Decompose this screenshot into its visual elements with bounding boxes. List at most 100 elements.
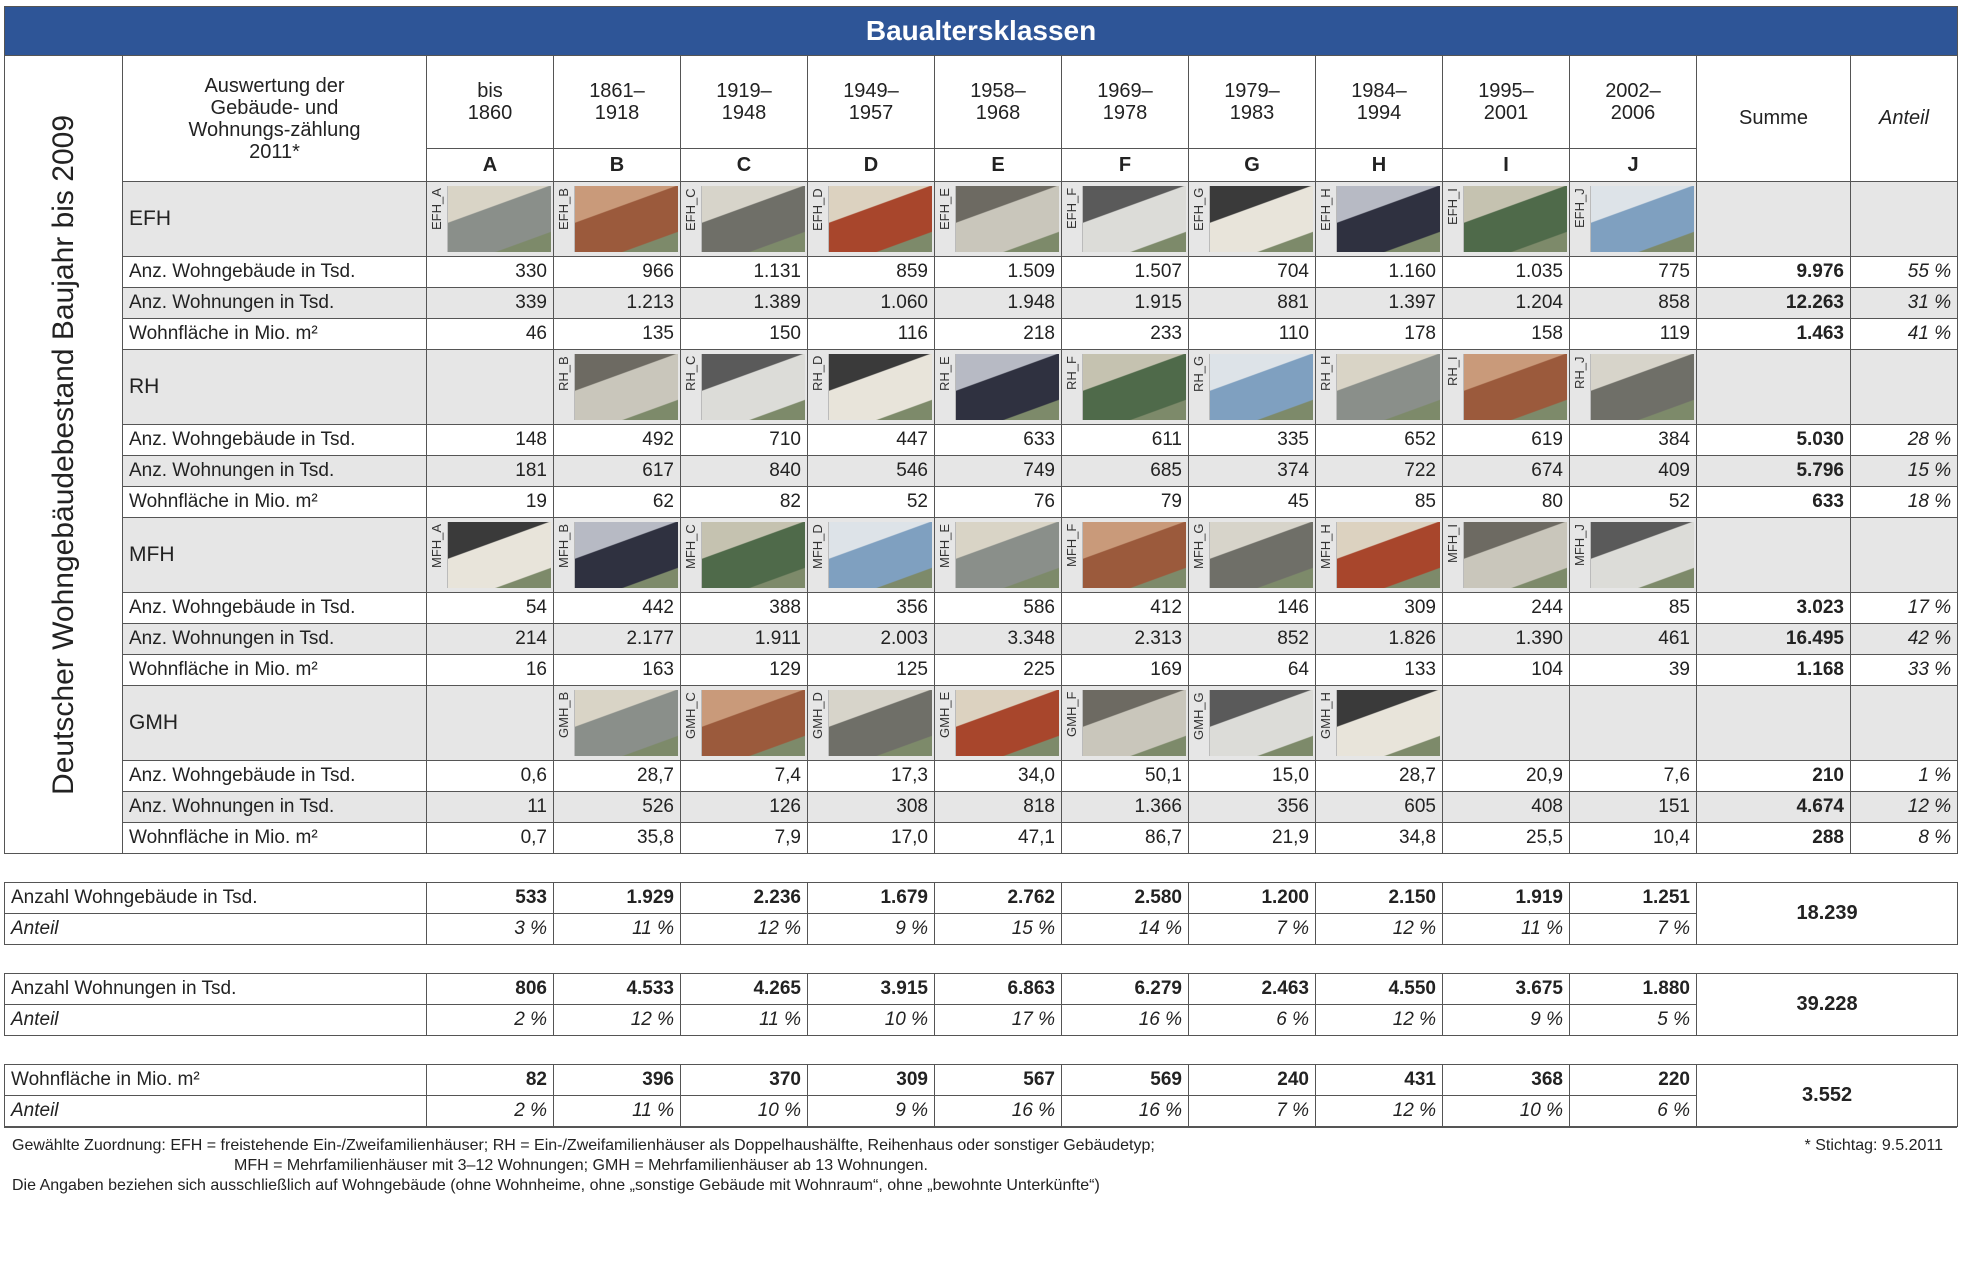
class-letter: H [1316,149,1443,182]
photo-placeholder [1336,354,1440,420]
total-value: 431 [1316,1065,1443,1096]
value-cell: 1.911 [681,624,808,655]
image-cell: GMH_F [1062,686,1189,761]
spacer [5,1036,1958,1065]
image-cell: MFH_G [1189,518,1316,593]
image-label: EFH_G [1191,186,1209,252]
total-value: 1.880 [1570,974,1697,1005]
metric-label: Anz. Wohnungen in Tsd. [123,792,427,823]
value-cell: 1.397 [1316,288,1443,319]
image-cell [427,686,554,761]
spacer [5,854,1958,883]
sum-cell: 5.030 [1697,425,1851,456]
metric-row: Anz. Wohnungen in Tsd.2142.1771.9112.003… [5,624,1958,655]
photo-placeholder [1336,186,1440,252]
total-share: 15 % [935,914,1062,945]
sum-cell: 4.674 [1697,792,1851,823]
value-cell: 384 [1570,425,1697,456]
image-cell: RH_E [935,350,1062,425]
building-photo: RH_I [1445,354,1567,420]
building-photo: EFH_G [1191,186,1313,252]
building-photo: EFH_D [810,186,932,252]
period-header: 1979–1983 [1189,56,1316,149]
image-label: GMH_D [810,690,828,756]
metric-label: Wohnfläche in Mio. m² [123,487,427,518]
empty-cell [1851,686,1958,761]
building-photo: GMH_H [1318,690,1440,756]
metric-label: Anz. Wohngebäude in Tsd. [123,257,427,288]
image-label: RH_F [1064,354,1082,420]
image-label: GMH_G [1191,690,1209,756]
total-value: 220 [1570,1065,1697,1096]
image-cell: EFH_I [1443,182,1570,257]
photo-placeholder [1463,354,1567,420]
image-cell: MFH_A [427,518,554,593]
sum-cell: 288 [1697,823,1851,854]
share-cell: 17 % [1851,593,1958,624]
image-label: RH_I [1445,354,1463,420]
value-cell: 146 [1189,593,1316,624]
image-cell: RH_I [1443,350,1570,425]
value-cell: 233 [1062,319,1189,350]
total-share: 9 % [808,1096,935,1127]
value-cell: 214 [427,624,554,655]
value-cell: 19 [427,487,554,518]
value-cell: 0,6 [427,761,554,792]
building-photo: EFH_E [937,186,1059,252]
building-photo: EFH_F [1064,186,1186,252]
value-cell: 28,7 [1316,761,1443,792]
value-cell: 1.390 [1443,624,1570,655]
value-cell: 15,0 [1189,761,1316,792]
sum-cell: 1.168 [1697,655,1851,686]
value-cell: 7,6 [1570,761,1697,792]
building-photo: RH_E [937,354,1059,420]
empty-cell [1697,350,1851,425]
value-cell: 1.366 [1062,792,1189,823]
total-share: 7 % [1189,1096,1316,1127]
value-cell: 1.160 [1316,257,1443,288]
total-value: 3.915 [808,974,935,1005]
building-photo: GMH_D [810,690,932,756]
class-letter: F [1062,149,1189,182]
image-label: MFH_I [1445,522,1463,588]
photo-placeholder [574,186,678,252]
building-photo: EFH_C [683,186,805,252]
image-cell: RH_G [1189,350,1316,425]
total-share: 10 % [808,1005,935,1036]
value-cell: 125 [808,655,935,686]
photo-placeholder [828,690,932,756]
photo-placeholder [574,522,678,588]
image-cell: MFH_B [554,518,681,593]
period-header: 2002–2006 [1570,56,1697,149]
total-share: 12 % [554,1005,681,1036]
value-cell: 881 [1189,288,1316,319]
photo-placeholder [1336,522,1440,588]
total-sum: 18.239 [1697,883,1958,945]
total-share: 2 % [427,1096,554,1127]
value-cell: 633 [935,425,1062,456]
sum-cell: 210 [1697,761,1851,792]
footer-line: Die Angaben beziehen sich ausschließlich… [12,1176,1949,1196]
period-header-text: 1979–1983 [1222,80,1282,124]
value-cell: 119 [1570,319,1697,350]
value-cell: 82 [681,487,808,518]
total-value: 396 [554,1065,681,1096]
image-label: RH_G [1191,354,1209,420]
image-cell: GMH_C [681,686,808,761]
image-label: RH_E [937,354,955,420]
value-cell: 775 [1570,257,1697,288]
total-share: 7 % [1570,914,1697,945]
total-share: 11 % [554,914,681,945]
value-cell: 148 [427,425,554,456]
image-cell: GMH_G [1189,686,1316,761]
value-cell: 1.213 [554,288,681,319]
value-cell: 35,8 [554,823,681,854]
total-label: Anzahl Wohnungen in Tsd. [5,974,427,1005]
period-header: 1984–1994 [1316,56,1443,149]
metric-label: Anz. Wohnungen in Tsd. [123,456,427,487]
total-share: 12 % [1316,1096,1443,1127]
photo-placeholder [1463,186,1567,252]
value-cell: 0,7 [427,823,554,854]
